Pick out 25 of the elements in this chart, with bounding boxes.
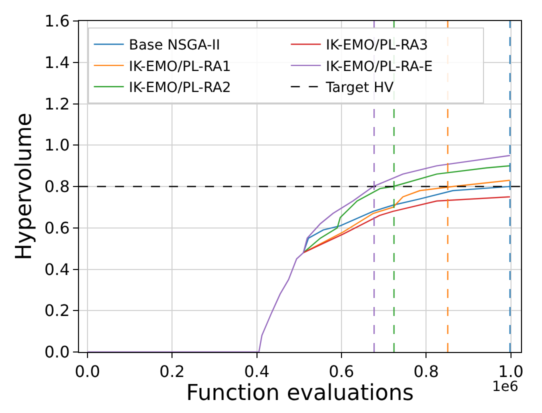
text: 1e6 — [492, 379, 519, 395]
y-tick-label: 1.6 — [44, 12, 70, 31]
legend-label: IK-EMO/PL-RA3 — [326, 38, 428, 54]
x-tick-label: 1.0 — [498, 362, 524, 382]
y-tick-label: 0.6 — [44, 218, 70, 238]
legend-label: IK-EMO/PL-RA-E — [326, 58, 433, 75]
y-axis-title: Hypervolume — [12, 112, 38, 260]
legend-label: IK-EMO/PL-RA2 — [128, 80, 232, 96]
y-tick-label: 0.0 — [44, 342, 70, 362]
y-tick-label: 0.8 — [44, 177, 70, 196]
y-tick-label: 0.2 — [44, 301, 70, 320]
x-tick-label: 0.0 — [74, 362, 100, 382]
y-tick-label: 0.4 — [44, 260, 70, 279]
x-tick-label: 0.6 — [328, 362, 354, 382]
y-tick-label: 1.4 — [44, 52, 70, 72]
x-axis-title: Function evaluations — [186, 381, 414, 406]
x-tick-label: 0.4 — [244, 362, 270, 382]
legend-label: IK-EMO/PL-RA1 — [128, 58, 232, 75]
legend-label: Base NSGA-II — [128, 38, 220, 54]
y-tick-label: 1.0 — [44, 136, 70, 155]
x-tick-label: 0.8 — [413, 362, 439, 382]
line-series — [302, 196, 511, 254]
y-tick-label: 1.2 — [44, 94, 70, 114]
legend-label: Target HV — [324, 80, 394, 96]
x-tick-label: 0.2 — [159, 362, 185, 382]
